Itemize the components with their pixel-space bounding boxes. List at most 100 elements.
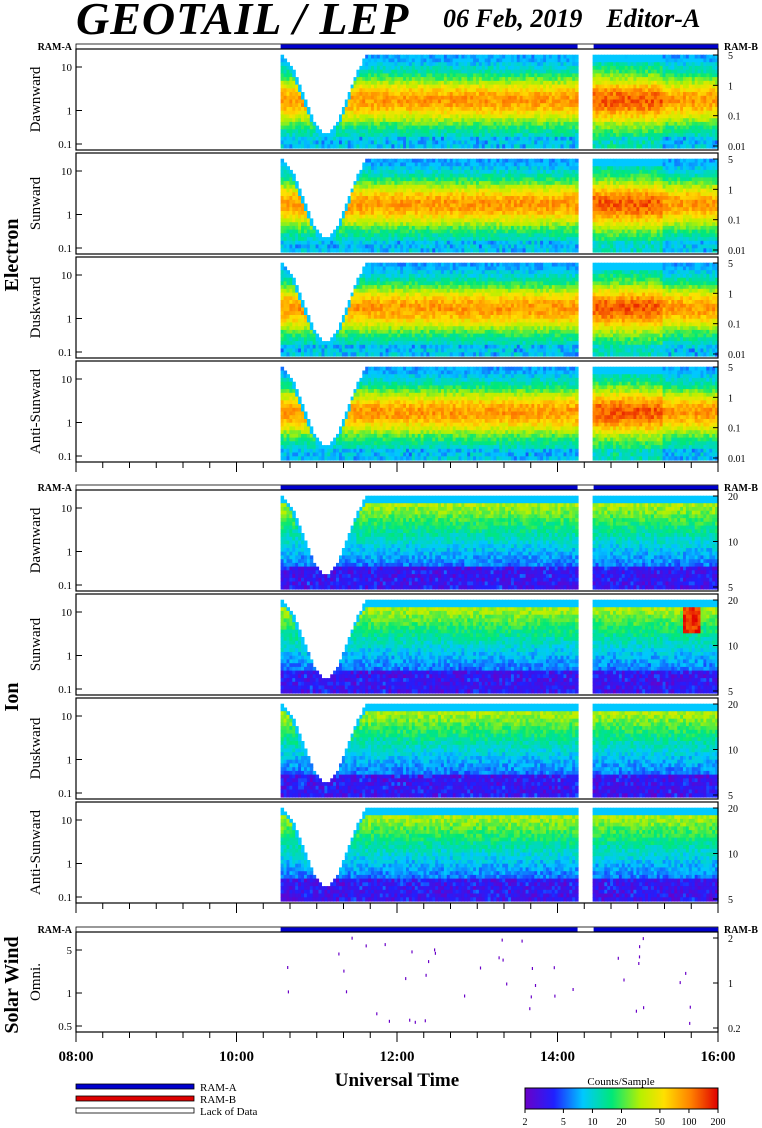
spectrogram-cell [671,96,675,100]
spectrogram-cell [447,66,451,70]
spectrogram-cell [502,114,506,118]
spectrogram-cell [467,122,471,126]
spectrogram-cell [374,118,378,122]
spectrogram-cell [319,233,323,237]
spectrogram-cell [633,137,637,141]
spectrogram-cell [447,103,451,107]
spectrogram-cell [310,222,314,226]
spectrogram-cell [429,96,433,100]
spectrogram-cell [281,215,285,219]
spectrogram-cell [502,211,506,215]
spectrogram-cell [485,226,489,230]
spectrogram-cell [671,81,675,85]
spectrogram-cell [485,126,489,130]
spectrogram-cell [467,241,471,245]
spectrogram-cell [616,133,620,137]
spectrogram-cell [391,189,395,193]
spectrogram-cell [467,103,471,107]
spectrogram-cell [391,66,395,70]
spectrogram-cell [447,81,451,85]
spectrogram-cell [671,111,675,115]
spectrogram-cell [596,62,600,66]
spectrogram-cell [502,200,506,204]
spectrogram-cell [616,122,620,126]
spectrogram-cell [651,141,655,145]
spectrogram-cell [374,70,378,74]
spectrogram-cell [447,70,451,74]
spectrogram-cell [561,118,565,122]
spectrogram-cell [429,204,433,208]
spectrogram-cell [671,88,675,92]
spectrogram-cell [374,200,378,204]
spectrogram-cell [447,170,451,174]
spectrogram-cell [412,122,416,126]
spectrogram-cell [391,192,395,196]
spectrogram-cell [596,114,600,118]
spectrogram-cell [575,129,579,133]
spectrogram-cell [467,159,471,163]
spectrogram-cell [561,103,565,107]
spectrogram-cell [633,77,637,81]
spectrogram-cell [502,144,506,148]
spectrogram-cell [706,100,710,104]
spectrogram-cell [502,62,506,66]
spectrogram-cell [356,133,360,137]
spectrogram-cell [447,218,451,222]
spectrogram-cell [616,107,620,111]
spectrogram-cell [485,118,489,122]
spectrogram-cell [429,118,433,122]
spectrogram-cell [429,185,433,189]
spectrogram-cell [447,62,451,66]
spectrogram-cell [391,211,395,215]
spectrogram-cell [298,85,302,89]
spectrogram-cell [301,211,305,215]
spectrogram-cell [429,144,433,148]
spectrogram-cell [633,111,637,115]
spectrogram-cell [485,230,489,234]
spectrogram-cell [429,77,433,81]
spectrogram-cell [391,73,395,77]
spectrogram-cell [502,133,506,137]
spectrogram-cell [596,126,600,130]
spectrogram-cell [575,59,579,63]
spectrogram-cell [575,73,579,77]
spectrogram-cell [301,111,305,115]
spectrogram-cell [336,129,340,133]
spectrogram-cell [616,118,620,122]
spectrogram-cell [485,133,489,137]
spectrogram-cell [374,59,378,63]
spectrogram-cell [502,207,506,211]
spectrogram-cell [467,111,471,115]
spectrogram-cell [356,122,360,126]
spectrogram-cell [502,159,506,163]
spectrogram-cell [284,163,288,167]
spectrogram-cell [561,141,565,145]
spectrogram-cell [467,200,471,204]
spectrogram-cell [374,129,378,133]
spectrogram-cell [391,144,395,148]
spectrogram-cell [651,85,655,89]
spectrogram-cell [281,103,285,107]
spectrogram-cell [301,233,305,237]
spectrogram-cell [502,170,506,174]
spectrogram-cell [651,107,655,111]
spectrogram-cell [561,129,565,133]
spectrogram-cell [287,62,291,66]
spectrogram-cell [374,177,378,181]
spectrogram-cell [575,114,579,118]
spectrogram-cell [304,103,308,107]
spectrogram-cell [429,248,433,252]
spectrogram-cell [374,248,378,252]
spectrogram-cell [706,55,710,59]
spectrogram-cell [502,107,506,111]
spectrogram-cell [706,133,710,137]
spectrogram-cell [671,73,675,77]
spectrogram-cell [651,96,655,100]
spectrogram-cell [651,137,655,141]
spectrogram-cell [447,85,451,89]
spectrogram-cell [374,96,378,100]
spectrogram-cell [540,88,544,92]
spectrogram-cell [447,204,451,208]
spectrogram-cell [633,118,637,122]
spectrogram-cell [540,62,544,66]
